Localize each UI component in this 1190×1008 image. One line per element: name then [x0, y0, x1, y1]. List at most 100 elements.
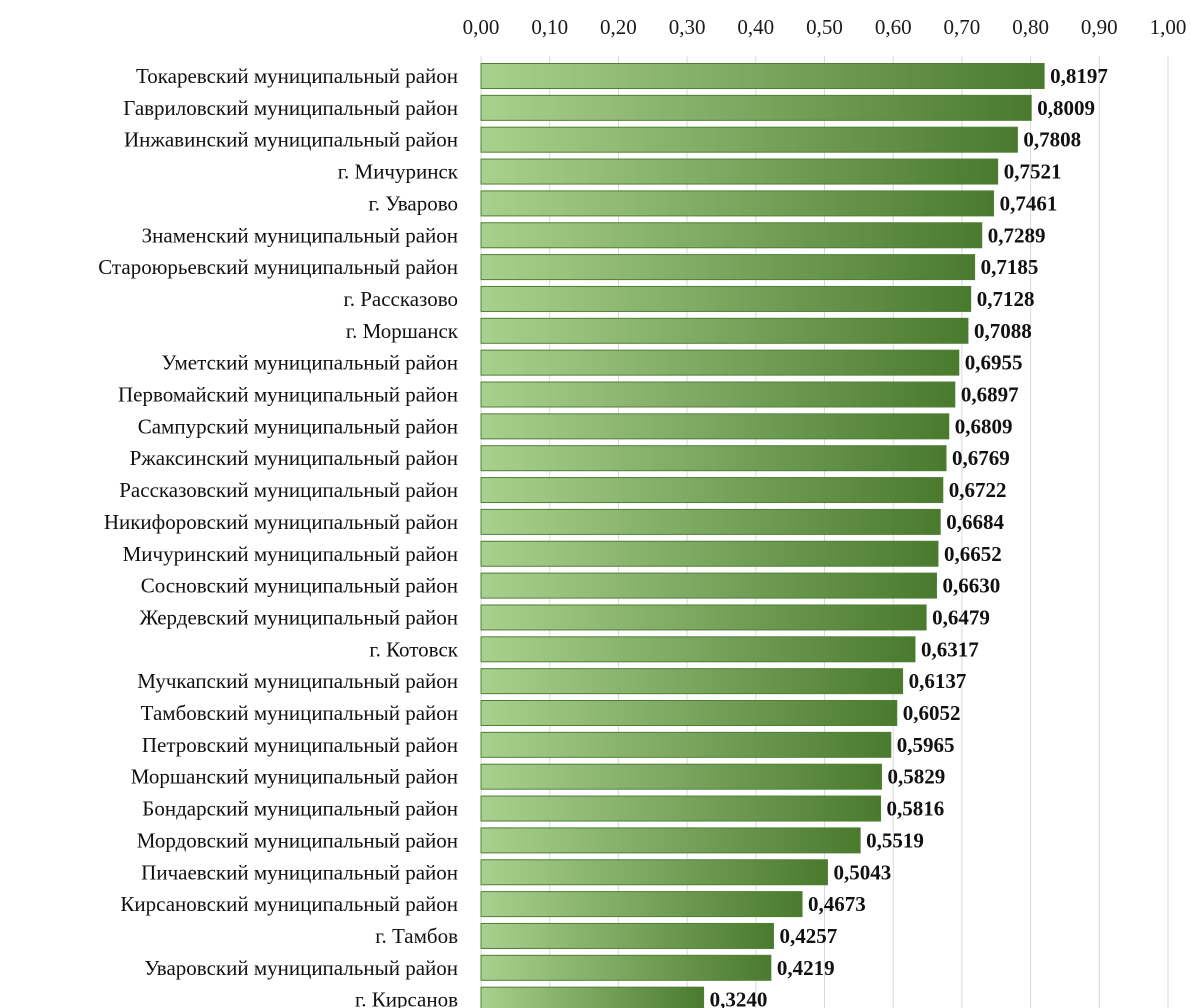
category-label: г. Мичуринск [338, 160, 459, 184]
data-label: 0,6630 [942, 574, 1000, 598]
category-label: Инжавинский муниципальный район [124, 128, 458, 152]
data-label: 0,5043 [833, 860, 891, 884]
bar [480, 381, 956, 408]
data-label: 0,6897 [961, 383, 1019, 407]
data-label: 0,4673 [808, 892, 866, 916]
bar [480, 922, 774, 949]
bar [480, 126, 1018, 153]
category-label: г. Моршанск [346, 319, 459, 343]
bar [480, 477, 944, 504]
x-tick-label: 0,80 [1012, 15, 1049, 39]
bar [480, 763, 882, 790]
data-label: 0,5829 [887, 765, 945, 789]
bar [480, 891, 803, 918]
data-label: 0,5965 [897, 733, 955, 757]
bar [480, 604, 927, 631]
data-label: 0,6722 [949, 478, 1007, 502]
category-label: г. Рассказово [343, 287, 458, 311]
category-label: Тамбовский муниципальный район [141, 701, 458, 725]
bar [480, 190, 995, 217]
category-label: Сосновский муниципальный район [141, 574, 458, 598]
x-tick-label: 0,10 [531, 15, 568, 39]
x-tick-label: 0,20 [600, 15, 637, 39]
category-label: Бондарский муниципальный район [142, 797, 458, 821]
category-label: г. Котовск [369, 637, 458, 661]
x-tick-label: 0,00 [463, 15, 500, 39]
category-label: Ржаксинский муниципальный район [130, 446, 458, 470]
category-label: Знаменский муниципальный район [142, 223, 458, 247]
bar [480, 731, 892, 758]
category-label: Никифоровский муниципальный район [104, 510, 458, 534]
bar [480, 317, 969, 344]
category-label: Токаревский муниципальный район [136, 64, 458, 88]
data-label: 0,6652 [944, 542, 1002, 566]
category-label: Первомайский муниципальный район [118, 383, 458, 407]
data-label: 0,8197 [1050, 64, 1108, 88]
data-label: 0,8009 [1037, 96, 1095, 120]
category-label: Староюрьевский муниципальный район [98, 255, 458, 279]
category-label: Мичуринский муниципальный район [123, 542, 458, 566]
category-labels: Токаревский муниципальный район Гавриловс… [98, 64, 459, 1008]
bar [480, 254, 976, 281]
bar [480, 445, 947, 472]
category-label: Мордовский муниципальный район [137, 828, 458, 852]
category-label: Жердевский муниципальный район [139, 605, 458, 629]
data-label: 0,7185 [981, 255, 1039, 279]
x-tick-label: 1,00 [1150, 15, 1187, 39]
category-label: г. Кирсанов [355, 988, 458, 1008]
data-label: 0,5816 [887, 797, 945, 821]
category-label: Пичаевский муниципальный район [141, 860, 458, 884]
x-tick-label: 0,40 [737, 15, 774, 39]
bar [480, 540, 939, 567]
category-label: г. Уварово [369, 191, 458, 215]
bar [480, 508, 941, 535]
data-label: 0,6684 [946, 510, 1004, 534]
bar [480, 63, 1045, 89]
data-label: 0,7461 [1000, 191, 1058, 215]
value-labels: 0,8197 0,8009 0,7808 0,7521 0,7461 0,7289 0,71… [710, 64, 1108, 1008]
bar [480, 668, 904, 695]
data-label: 0,6769 [952, 446, 1010, 470]
bar [480, 954, 772, 981]
category-label: Гавриловский муниципальный район [123, 96, 458, 120]
bars [480, 63, 1045, 1008]
bar [480, 636, 916, 663]
x-tick-label: 0,60 [875, 15, 912, 39]
data-label: 0,7521 [1004, 160, 1062, 184]
data-label: 0,4257 [779, 924, 837, 948]
bar [480, 827, 861, 854]
bar [480, 285, 972, 312]
data-label: 0,6809 [955, 414, 1013, 438]
category-label: Уметский муниципальный район [162, 351, 459, 375]
category-label: Кирсановский муниципальный район [120, 892, 458, 916]
bar [480, 795, 882, 822]
data-label: 0,6955 [965, 351, 1023, 375]
bar [480, 222, 983, 249]
category-label: Моршанский муниципальный район [131, 765, 458, 789]
data-label: 0,6479 [932, 605, 990, 629]
data-label: 0,6317 [921, 637, 979, 661]
category-label: г. Тамбов [375, 924, 458, 948]
data-label: 0,7128 [977, 287, 1035, 311]
bar [480, 859, 828, 886]
data-label: 0,7289 [988, 223, 1046, 247]
bar [480, 700, 898, 726]
bar [480, 413, 950, 440]
category-label: Петровский муниципальный район [142, 733, 458, 757]
x-tick-label: 0,90 [1081, 15, 1118, 39]
x-axis-tick-labels: 0,00 0,10 0,20 0,30 0,40 0,50 0,60 0,70 0,80 0,90… [463, 15, 1187, 39]
data-label: 0,6052 [903, 701, 961, 725]
data-label: 0,7808 [1023, 128, 1081, 152]
category-label: Уваровский муниципальный район [144, 956, 458, 980]
x-tick-label: 0,70 [944, 15, 981, 39]
x-tick-label: 0,30 [669, 15, 706, 39]
category-label: Сампурский муниципальный район [138, 414, 458, 438]
data-label: 0,7088 [974, 319, 1032, 343]
x-tick-label: 0,50 [806, 15, 843, 39]
bar [480, 349, 960, 376]
data-label: 0,4219 [777, 956, 835, 980]
bar [480, 986, 705, 1008]
bar [480, 94, 1032, 121]
bar [480, 572, 937, 599]
